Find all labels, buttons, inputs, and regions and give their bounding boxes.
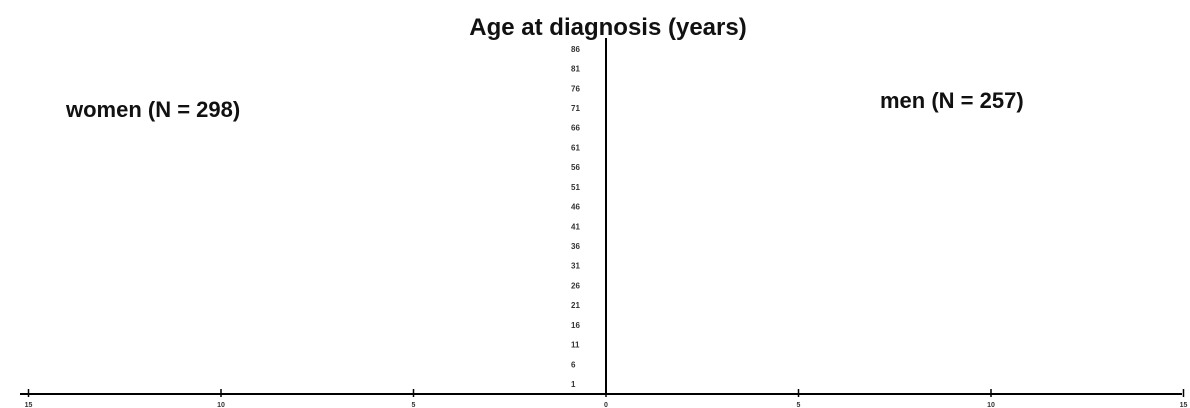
x-tick-label: 15 [1180,402,1188,408]
age-tick-label: 46 [571,203,580,212]
age-tick-label: 16 [571,321,580,330]
women-group-label: women (N = 298) [65,97,240,122]
age-tick-label: 41 [571,222,580,231]
x-tick-label: 10 [987,402,995,408]
x-tick-label: 10 [217,402,225,408]
chart-title: Age at diagnosis (years) [469,14,746,41]
x-tick-label: 5 [412,402,416,408]
x-tick-label: 15 [25,402,33,408]
age-tick-label: 6 [571,360,576,369]
x-tick-label: 5 [797,402,801,408]
men-group-label: men (N = 257) [880,88,1024,113]
x-tick-label: 0 [604,402,608,408]
x-axis-ticks: 15 10 5 0 5 10 15 [25,389,1188,408]
age-tick-label: 71 [571,104,580,113]
age-tick-label: 81 [571,65,580,74]
age-tick-label: 76 [571,84,580,93]
age-tick-label: 11 [571,341,580,350]
age-tick-label: 36 [571,242,580,251]
age-tick-label: 86 [571,45,580,54]
age-tick-label: 51 [571,183,580,192]
age-tick-label: 66 [571,124,580,133]
age-tick-label: 26 [571,281,580,290]
age-tick-label: 21 [571,301,580,310]
age-tick-label: 1 [571,380,576,389]
age-tick-label: 31 [571,262,580,271]
age-tick-label: 56 [571,163,580,172]
age-tick-label: 61 [571,143,580,152]
